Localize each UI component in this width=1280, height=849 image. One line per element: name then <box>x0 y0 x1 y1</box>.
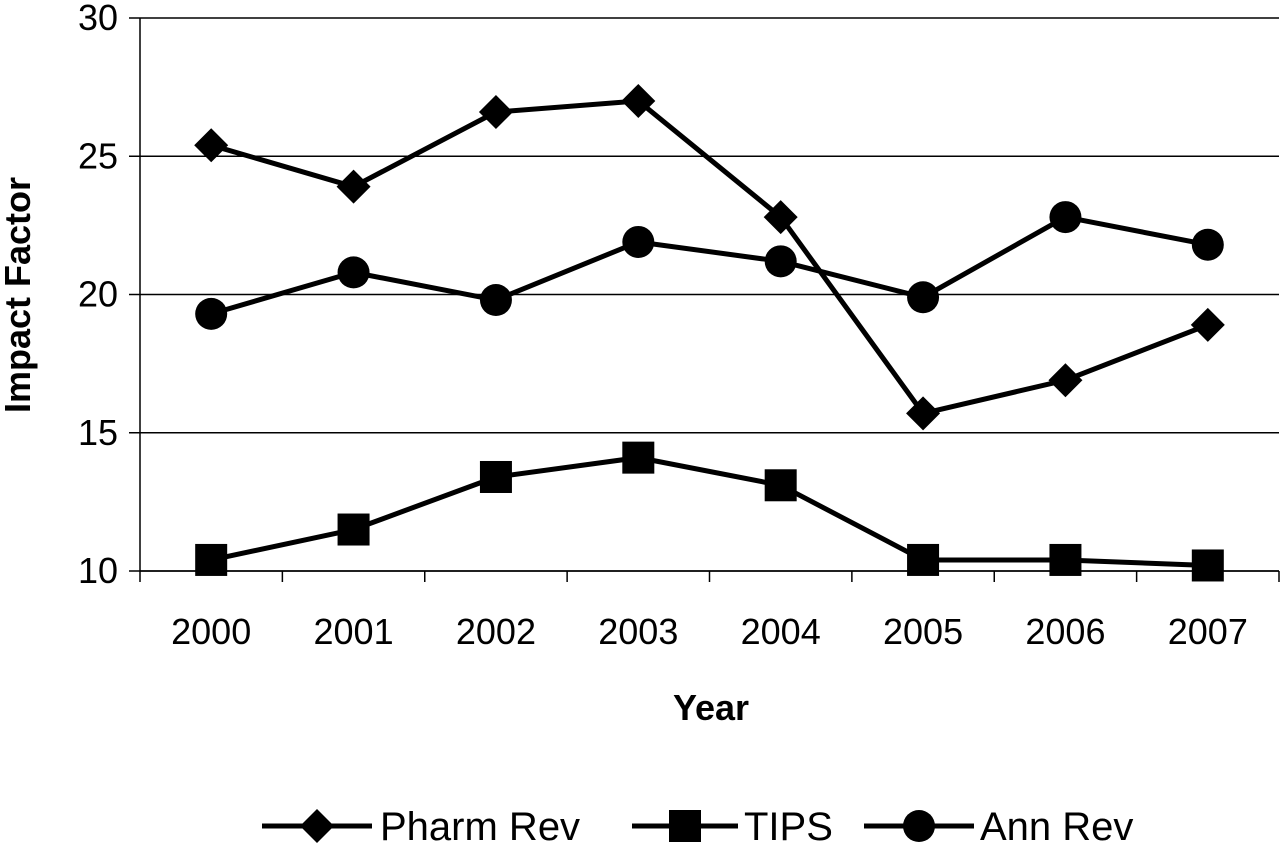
diamond-marker <box>194 128 229 163</box>
diamond-marker <box>336 169 371 204</box>
square-marker <box>195 543 228 576</box>
x-tick-labels: 2000 2001 2002 2003 2004 2005 2006 2007 <box>171 611 1248 652</box>
circle-marker <box>1191 228 1224 261</box>
legend-entry-pharm-rev: Pharm Rev <box>262 805 580 849</box>
x-tick-label: 2006 <box>1025 611 1105 652</box>
diamond-marker <box>1190 307 1225 342</box>
grid-lines <box>129 17 1279 572</box>
axes <box>139 18 1280 582</box>
x-tick-label: 2001 <box>314 611 394 652</box>
legend: Pharm Rev TIPS Ann Rev <box>262 805 1133 849</box>
legend-diamond-marker <box>300 809 334 843</box>
series-ann-rev <box>195 201 1224 330</box>
square-marker <box>764 469 797 502</box>
y-tick-label: 25 <box>78 135 118 176</box>
x-axis-title: Year <box>673 687 749 728</box>
diamond-marker <box>906 396 941 431</box>
legend-entry-tips: TIPS <box>632 805 833 849</box>
legend-entry-ann-rev: Ann Rev <box>864 805 1133 849</box>
square-marker <box>337 513 370 546</box>
square-marker <box>1191 549 1224 582</box>
circle-marker <box>479 284 512 317</box>
x-tick-label: 2005 <box>883 611 963 652</box>
y-axis-title: Impact Factor <box>0 177 38 413</box>
series-line <box>210 98 1209 416</box>
circle-marker <box>764 245 797 278</box>
legend-circle-marker <box>903 810 935 842</box>
series-tips <box>195 441 1224 582</box>
y-tick-label: 10 <box>78 550 118 591</box>
x-tick-label: 2002 <box>456 611 536 652</box>
square-marker <box>479 460 512 493</box>
legend-square-marker <box>669 810 701 842</box>
x-tick-label: 2007 <box>1168 611 1248 652</box>
y-tick-label: 20 <box>78 274 118 315</box>
x-tick-label: 2003 <box>598 611 678 652</box>
diamond-marker <box>1048 363 1083 398</box>
diamond-marker <box>763 200 798 235</box>
legend-label: Pharm Rev <box>380 805 580 844</box>
diamond-marker <box>478 95 513 130</box>
x-tick-label: 2004 <box>741 611 821 652</box>
circle-marker <box>195 297 228 330</box>
circle-marker <box>622 225 655 258</box>
x-tick-label: 2000 <box>171 611 251 652</box>
circle-marker <box>1049 201 1082 234</box>
y-tick-labels: 10 15 20 25 30 <box>78 0 118 591</box>
square-marker <box>907 543 940 576</box>
square-marker <box>622 441 655 474</box>
legend-label: Ann Rev <box>980 805 1133 844</box>
y-tick-label: 30 <box>78 0 118 38</box>
diamond-marker <box>621 83 656 118</box>
series-lines <box>194 83 1225 582</box>
square-marker <box>1049 543 1082 576</box>
legend-label: TIPS <box>744 805 833 844</box>
circle-marker <box>337 256 370 289</box>
y-tick-label: 15 <box>78 412 118 453</box>
circle-marker <box>907 281 940 314</box>
series-line <box>210 455 1208 568</box>
series-line <box>210 214 1209 317</box>
series-pharm-rev <box>194 83 1225 431</box>
